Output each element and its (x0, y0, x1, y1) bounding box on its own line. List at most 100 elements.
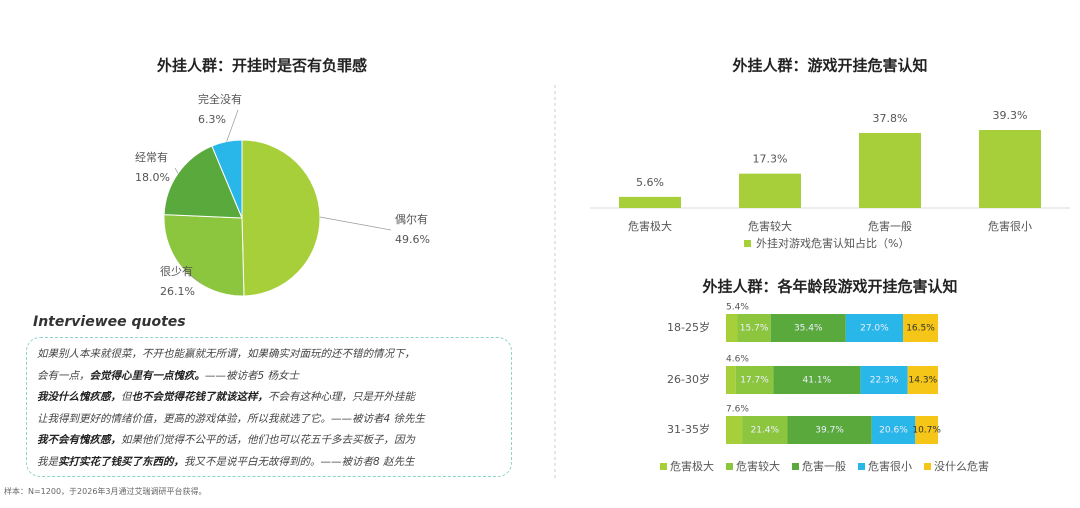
segment-value: 16.5% (906, 324, 935, 334)
bar-segment (915, 416, 938, 444)
quote-text: 我没什么愧疚感， (37, 391, 121, 403)
segment-value: 21.4% (750, 426, 779, 436)
quote-text: 我是 (37, 455, 58, 468)
quote-text: 我不会有愧疚感， (37, 434, 121, 446)
pie-slice (163, 214, 245, 297)
legend-swatch (660, 463, 667, 470)
bar-segment (726, 416, 743, 444)
segment-value: 15.7% (740, 324, 769, 334)
bar-segment (735, 366, 774, 394)
bar-segment (903, 314, 938, 342)
quote-text: 也不会觉得花钱了就该这样， (131, 391, 269, 403)
legend-swatch (726, 463, 733, 470)
segment-value: 5.4% (726, 303, 749, 313)
segment-value: 7.6% (726, 405, 749, 415)
x-tick-label: 危害极大 (628, 219, 672, 233)
bar-value: 17.3% (753, 153, 788, 166)
legend-swatch (858, 463, 865, 470)
y-tick-label: 26-30岁 (667, 372, 710, 386)
legend-label: 危害较大 (736, 459, 780, 473)
y-tick-label: 31-35岁 (667, 422, 710, 436)
quote-text: 如果他们觉得不公平的话，他们也可以花五千多去买板子，因为 (121, 434, 415, 446)
pie-slice (211, 139, 243, 219)
bar-segment (770, 314, 846, 342)
quote-line: 会有一点，会觉得心里有一点愧疚。——被访者5 杨女士 (37, 366, 501, 388)
leader-line (226, 109, 239, 142)
leader-line (174, 167, 179, 174)
bar-segment (742, 416, 788, 444)
quote-text: 让我得到更好的情绪价值，更高的游戏体验，所以我就选了它。——被访者4 徐先生 (37, 412, 426, 425)
bar-segment (787, 416, 872, 444)
legend-label: 危害极大 (670, 459, 714, 473)
slice-label: 很少有 (160, 264, 193, 278)
bar-segment (737, 314, 771, 342)
segment-value: 41.1% (803, 376, 832, 386)
chart-title: 外挂人群：游戏开挂危害认知 (731, 57, 927, 75)
pie-slice (241, 139, 321, 297)
quote-line: 如果别人本来就很菜，不开也能赢就无所谓，如果确实对面玩的还不错的情况下， (37, 344, 501, 366)
slice-value: 26.1% (160, 285, 195, 298)
quotes-box: 如果别人本来就很菜，不开也能赢就无所谓，如果确实对面玩的还不错的情况下， 会有一点… (26, 337, 512, 477)
quote-line: 我没什么愧疚感，但也不会觉得花钱了就该这样，不会有这种心理，只是开外挂能 (37, 387, 501, 409)
slice-label: 偶尔有 (395, 212, 428, 226)
quotes-title: Interviewee quotes (33, 314, 186, 330)
bar-segment (773, 366, 861, 394)
chart-title: 外挂人群：开挂时是否有负罪感 (156, 57, 367, 75)
bar-segment (726, 314, 738, 342)
segment-value: 22.3% (870, 376, 899, 386)
bar-segment (907, 366, 938, 394)
segment-value: 35.4% (794, 324, 823, 334)
leader-line (186, 272, 201, 283)
quote-text: 如果别人本来就很菜，不开也能赢就无所谓，如果确实对面玩的还不错的情况下， (37, 348, 415, 360)
bar-segment (726, 366, 736, 394)
legend-label: 危害很小 (868, 459, 912, 473)
bar (739, 173, 801, 208)
slice-value: 49.6% (395, 233, 430, 246)
legend-swatch (924, 463, 931, 470)
x-tick-label: 危害很小 (988, 219, 1032, 233)
slice-value: 6.3% (198, 113, 226, 126)
legend-label: 外挂对游戏危害认知占比（%） (756, 236, 909, 250)
x-tick-label: 危害一般 (868, 219, 912, 233)
bar-value: 5.6% (636, 176, 664, 189)
slice-label: 完全没有 (198, 92, 242, 106)
bar-segment (860, 366, 908, 394)
bar-segment (845, 314, 904, 342)
segment-value: 14.3% (909, 376, 938, 386)
quote-text: ——被访者5 杨女士 (205, 369, 300, 382)
x-tick-label: 危害较大 (748, 219, 792, 233)
bar-value: 37.8% (873, 112, 908, 125)
leader-line (319, 216, 392, 231)
legend-label: 危害一般 (802, 459, 846, 473)
segment-value: 39.7% (815, 426, 844, 436)
bar-value: 39.3% (993, 109, 1028, 122)
segment-value: 17.7% (740, 376, 769, 386)
y-tick-label: 18-25岁 (667, 320, 710, 334)
quote-text: 但 (121, 391, 132, 403)
bar (619, 196, 681, 208)
slice-value: 18.0% (135, 171, 170, 184)
quote-line: 我是实打实花了钱买了东西的，我又不是说平白无故得到的。——被访者8 赵先生 (37, 452, 501, 474)
quote-line: 我不会有愧疚感，如果他们觉得不公平的话，他们也可以花五千多去买板子，因为 (37, 430, 501, 452)
bar-segment (871, 416, 916, 444)
slice-label: 经常有 (135, 150, 168, 164)
legend-swatch (792, 463, 799, 470)
footnote: 样本：N=1200，于2026年3月通过艾瑞调研平台获得。 (4, 487, 207, 496)
quote-text: 实打实花了钱买了东西的， (58, 455, 184, 468)
quote-text: 不会有这种心理，只是开外挂能 (268, 391, 415, 403)
legend-swatch (744, 240, 751, 247)
quote-text: 我又不是说平白无故得到的。——被访者8 赵先生 (184, 455, 415, 468)
segment-value: 27.0% (860, 324, 889, 334)
chart-title: 外挂人群：各年龄段游戏开挂危害认知 (701, 278, 957, 296)
quote-text: 会觉得心里有一点愧疚。 (89, 369, 206, 382)
segment-value: 20.6% (879, 426, 908, 436)
bar (979, 130, 1041, 208)
segment-value: 4.6% (726, 355, 749, 365)
quote-line: 让我得到更好的情绪价值，更高的游戏体验，所以我就选了它。——被访者4 徐先生 (37, 409, 501, 431)
segment-value: 10.7% (912, 426, 941, 436)
legend-label: 没什么危害 (934, 459, 989, 473)
bar (859, 132, 921, 208)
quote-text: 会有一点， (37, 369, 90, 382)
